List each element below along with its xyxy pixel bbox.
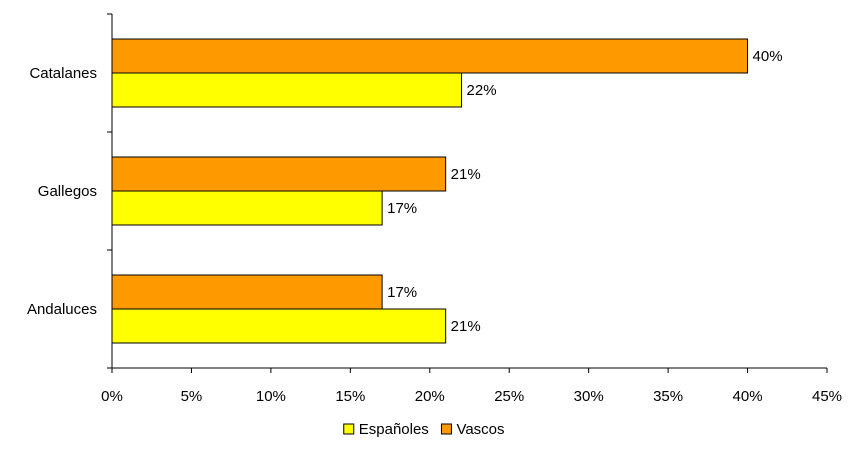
data-label: 17% — [387, 284, 417, 301]
x-tick-label: 15% — [335, 388, 365, 405]
data-label: 22% — [467, 82, 497, 99]
x-tick-label: 30% — [574, 388, 604, 405]
x-tick-label: 20% — [415, 388, 445, 405]
x-tick-label: 10% — [256, 388, 286, 405]
legend-label: Vascos — [456, 421, 504, 438]
data-label: 21% — [451, 318, 481, 335]
axes-group: Catalanes Gallegos Andaluces 0% 5% 10% 15% 20% 2… — [27, 13, 842, 405]
bar-españoles-catalanes — [111, 72, 463, 108]
legend-swatch-españoles — [343, 423, 355, 435]
data-label: 17% — [387, 200, 417, 217]
bars-group — [111, 38, 749, 344]
x-tick-label: 25% — [494, 388, 524, 405]
legend: Españoles Vascos — [343, 421, 505, 438]
data-label: 40% — [753, 48, 783, 65]
x-tick-label: 0% — [101, 388, 123, 405]
x-tick-label: 5% — [181, 388, 203, 405]
bar-vascos-andaluces — [111, 274, 383, 310]
x-tick-label: 45% — [812, 388, 842, 405]
bar-españoles-andaluces — [111, 308, 447, 344]
category-label: Catalanes — [29, 65, 97, 82]
legend-swatch-vascos — [440, 423, 452, 435]
data-label: 21% — [451, 166, 481, 183]
data-labels-group: 40% 22% 21% 17% 17% 21% — [387, 48, 782, 335]
legend-label: Españoles — [359, 421, 429, 438]
category-label: Gallegos — [38, 183, 97, 200]
bar-vascos-gallegos — [111, 156, 447, 192]
bar-españoles-gallegos — [111, 190, 383, 226]
bar-vascos-catalanes — [111, 38, 749, 74]
x-tick-label: 40% — [733, 388, 763, 405]
x-tick-label: 35% — [653, 388, 683, 405]
category-label: Andaluces — [27, 301, 97, 318]
